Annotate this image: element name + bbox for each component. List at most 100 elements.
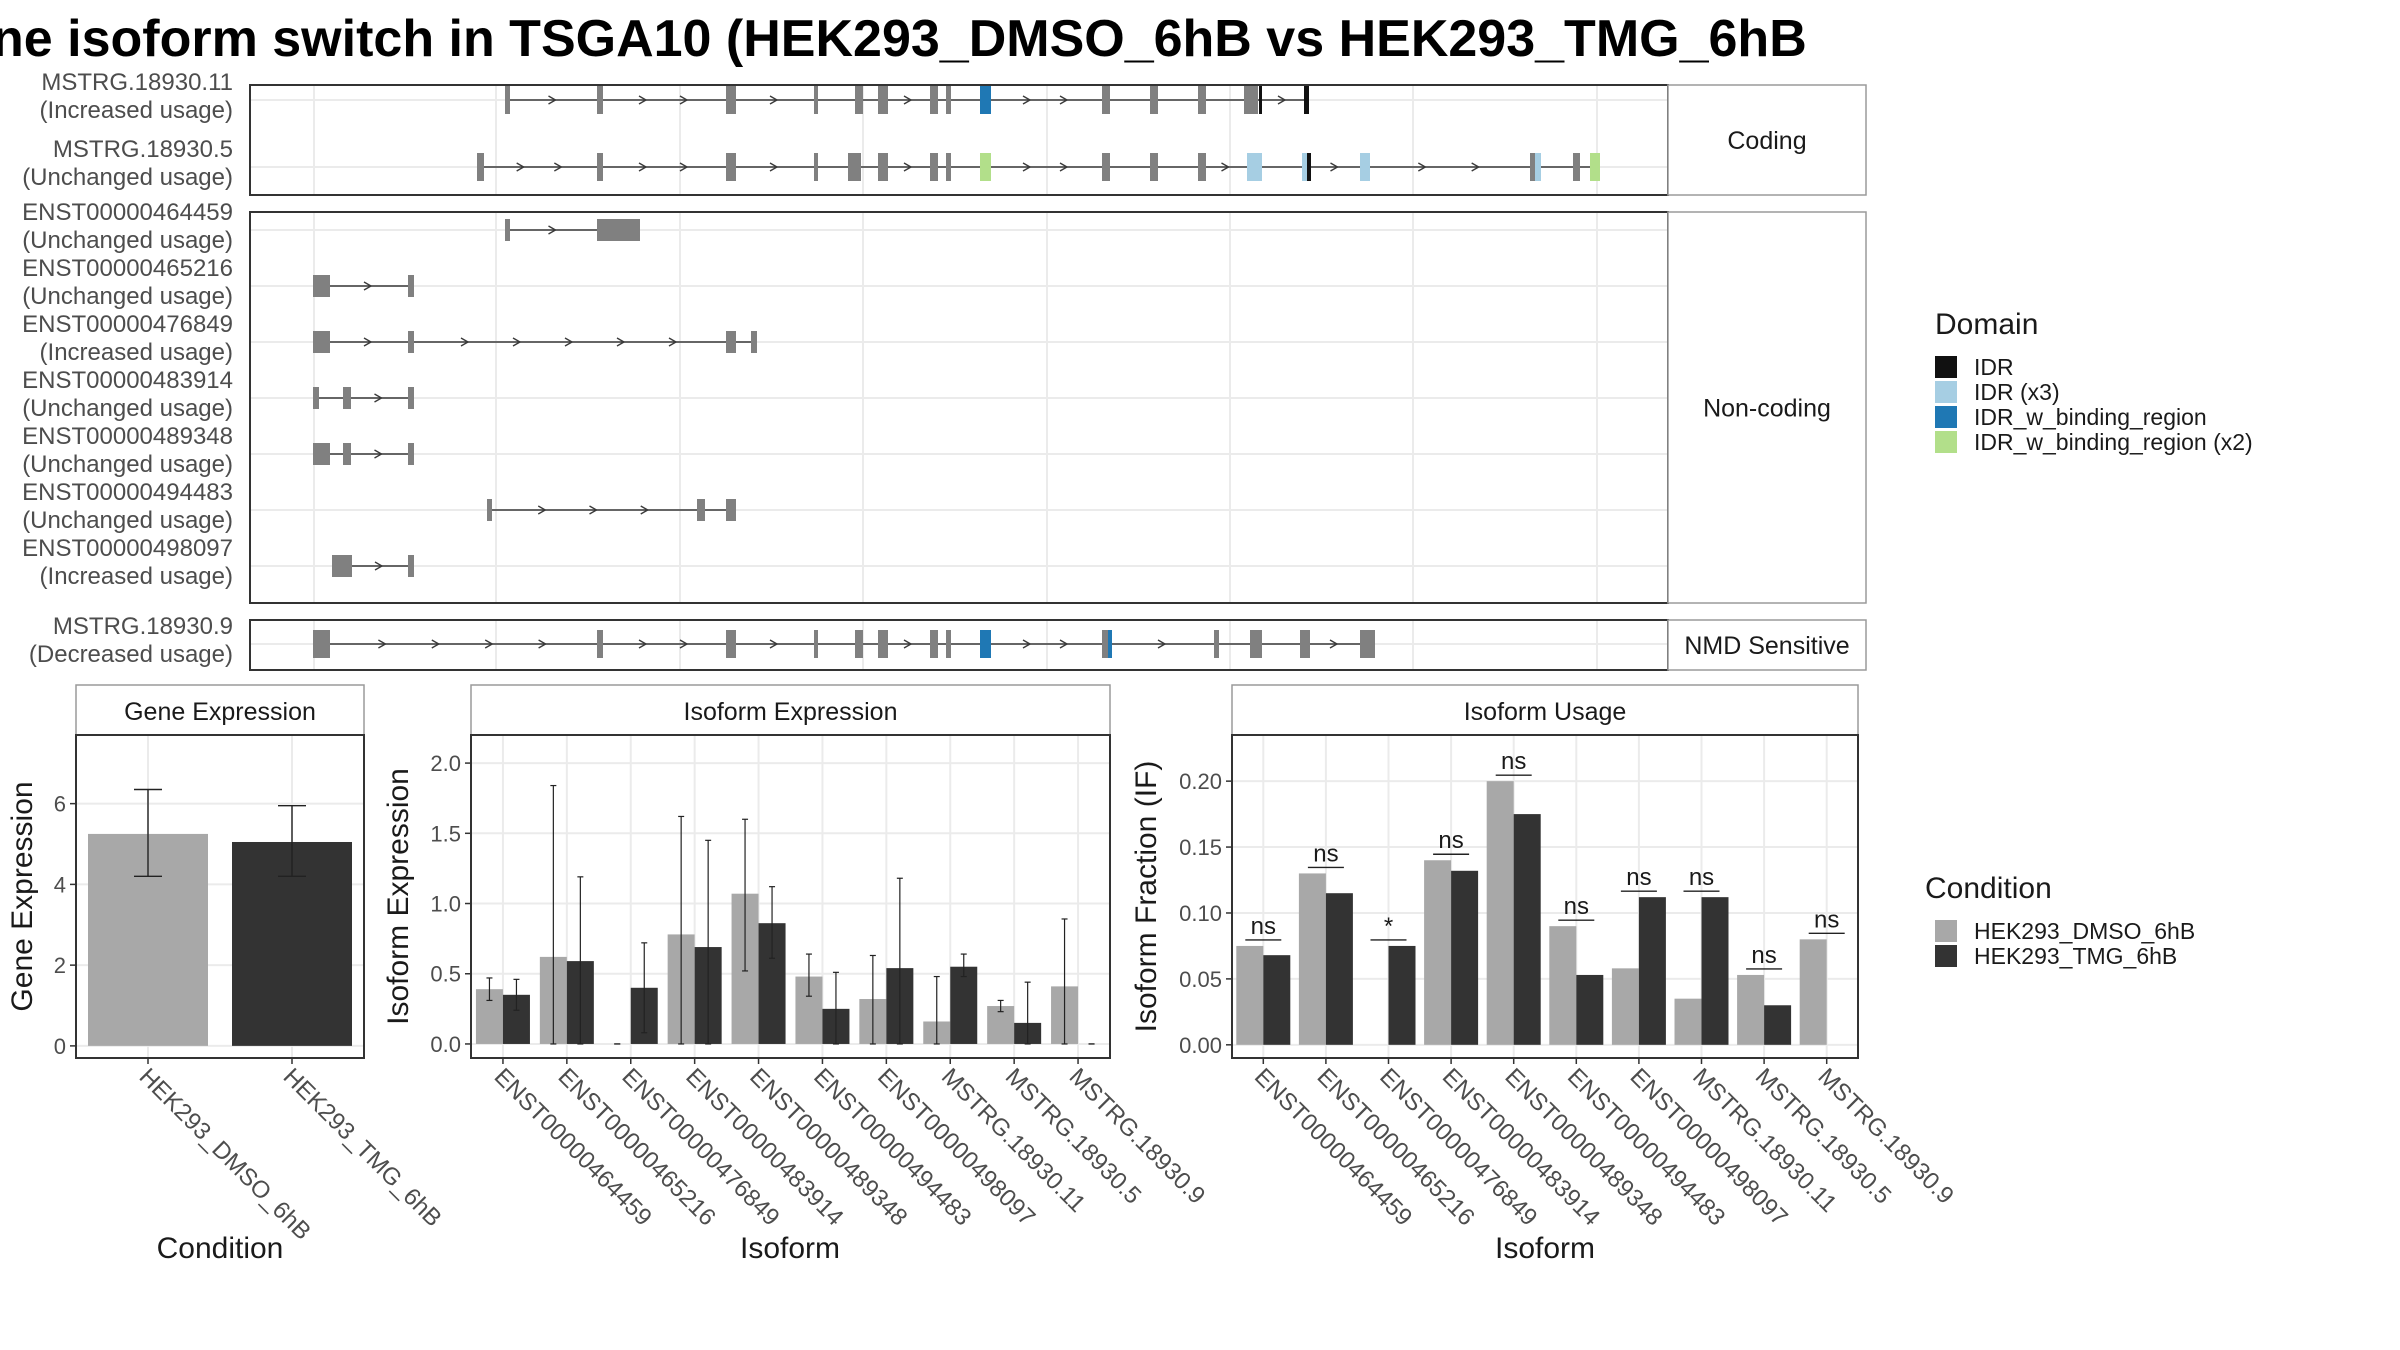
domain-exon-block — [980, 630, 991, 658]
bar — [1764, 1005, 1792, 1045]
exon-block — [408, 331, 414, 353]
chart-strip — [470, 684, 1111, 736]
exon-block — [408, 443, 414, 465]
exon-block — [313, 275, 330, 297]
y-tick-label: 6 — [54, 792, 66, 817]
y-tick-label: 1.0 — [430, 892, 461, 917]
intron-direction-arrow — [1022, 639, 1032, 649]
exon-block — [313, 387, 319, 409]
exon-block — [751, 331, 757, 353]
y-tick-label: 0 — [54, 1034, 66, 1059]
exon-block — [1244, 86, 1258, 114]
intron-direction-arrow — [903, 162, 913, 172]
bar — [950, 966, 978, 1044]
facet-strip-label: NMD Sensitive — [1684, 632, 1849, 660]
intron-direction-arrow — [1022, 162, 1032, 172]
intron-direction-arrow — [769, 95, 779, 105]
intron-direction-arrow — [374, 393, 383, 403]
significance-label: * — [1384, 913, 1393, 940]
significance-label: ns — [1814, 906, 1839, 933]
exon-block — [1360, 630, 1375, 658]
x-axis-title: Isoform — [1495, 1232, 1595, 1265]
transcript-usage-label: (Increased usage) — [40, 97, 233, 124]
bar — [1513, 814, 1541, 1045]
structure-facet-panel — [250, 212, 1668, 603]
exon-block — [505, 86, 510, 114]
domain-exon-block — [1247, 153, 1253, 181]
exon-block — [1250, 630, 1262, 658]
intron-direction-arrow — [460, 337, 470, 347]
exon-block — [1530, 153, 1535, 181]
exon-block — [878, 153, 888, 181]
y-tick-label: 0.15 — [1179, 835, 1222, 860]
bar — [1424, 860, 1452, 1045]
y-tick-label: 4 — [54, 872, 66, 897]
transcript-usage-label: (Unchanged usage) — [22, 451, 233, 478]
exon-block — [343, 443, 351, 465]
exon-block — [408, 387, 414, 409]
domain-exon-block — [1535, 153, 1541, 181]
significance-label: ns — [1689, 864, 1714, 891]
domain-legend-key — [1935, 356, 1957, 378]
intron-direction-arrow — [616, 337, 626, 347]
exon-block — [1102, 630, 1108, 658]
bar — [1263, 955, 1291, 1045]
bar — [1451, 870, 1479, 1045]
y-tick-label: 0.00 — [1179, 1033, 1222, 1058]
intron-direction-arrow — [640, 505, 650, 515]
exon-block — [597, 630, 603, 658]
intron-direction-arrow — [903, 639, 913, 649]
y-axis-title: Gene Expression — [6, 781, 39, 1011]
y-tick-label: 0.5 — [430, 962, 461, 987]
chart-frame — [75, 734, 365, 1059]
intron-direction-arrow — [1417, 162, 1427, 172]
bar — [1611, 968, 1639, 1045]
transcript-id-label: ENST00000465216 — [22, 255, 233, 282]
exon-block — [597, 153, 603, 181]
intron-direction-arrow — [374, 561, 384, 571]
exon-block — [408, 555, 414, 577]
exon-block — [726, 153, 736, 181]
exon-block — [878, 630, 888, 658]
domain-exon-block — [1302, 153, 1307, 181]
structure-facet-panel — [250, 85, 1668, 195]
intron-direction-arrow — [564, 337, 574, 347]
intron-direction-arrow — [1330, 162, 1339, 172]
facet-strip-label: Non-coding — [1703, 395, 1831, 423]
intron-direction-arrow — [363, 337, 373, 347]
exon-block — [946, 153, 951, 181]
condition-legend-key — [1935, 920, 1957, 942]
structure-facet-strip — [1667, 211, 1867, 604]
significance-label: ns — [1313, 840, 1338, 867]
intron-direction-arrow — [1157, 639, 1167, 649]
chart-frame — [470, 734, 1111, 1059]
transcript-id-label: ENST00000494483 — [22, 479, 233, 506]
intron-direction-arrow — [548, 95, 557, 105]
exon-block — [726, 499, 736, 521]
intron-direction-arrow — [374, 449, 383, 459]
structure-facet-strip — [1667, 619, 1867, 671]
domain-legend-label: IDR (x3) — [1974, 379, 2060, 405]
transcript-usage-label: (Unchanged usage) — [22, 507, 233, 534]
transcript-id-label: MSTRG.18930.11 — [41, 69, 233, 96]
domain-exon-block — [1590, 153, 1600, 181]
exon-block — [408, 275, 414, 297]
exon-block — [487, 499, 492, 521]
exon-block — [814, 630, 818, 658]
chart-title: Gene Expression — [124, 698, 316, 726]
y-tick-label: 0.05 — [1179, 967, 1222, 992]
exon-block — [1150, 86, 1158, 114]
transcript-usage-label: (Unchanged usage) — [22, 395, 233, 422]
bar — [1638, 897, 1666, 1045]
exon-block — [597, 86, 603, 114]
exon-block — [878, 86, 888, 114]
transcript-usage-label: (Decreased usage) — [29, 641, 233, 668]
bar — [1549, 926, 1577, 1045]
intron-direction-arrow — [378, 639, 387, 649]
intron-direction-arrow — [431, 639, 441, 649]
exon-block — [1102, 86, 1110, 114]
y-tick-label: 0.0 — [430, 1032, 461, 1057]
domain-legend-key — [1935, 381, 1957, 403]
